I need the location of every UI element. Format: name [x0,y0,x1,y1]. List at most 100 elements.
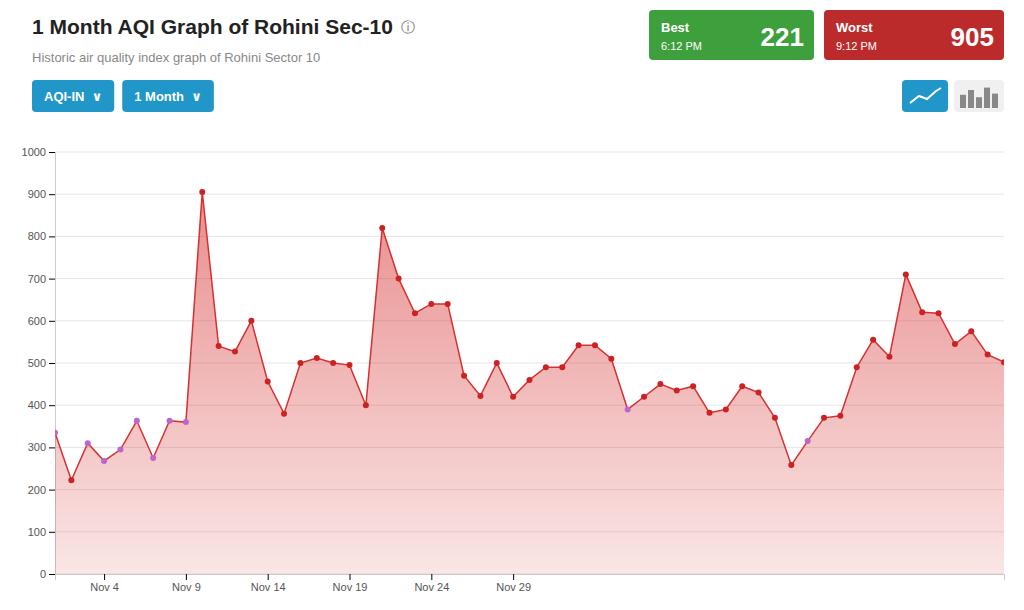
point[interactable] [936,310,942,316]
button-background[interactable] [122,80,214,112]
point[interactable] [510,394,516,400]
y-tick-label: 300 [28,441,46,453]
point[interactable] [412,310,418,316]
y-tick: 0 [40,568,55,580]
y-tick: 1000 [22,146,55,158]
y-tick: 800 [28,230,55,242]
point[interactable] [248,318,254,324]
line-chart-toggle[interactable] [902,80,948,112]
point[interactable] [314,355,320,361]
subtitle: Historic air quality index graph of Rohi… [32,50,320,65]
point[interactable] [150,455,156,461]
toggle-glyph[interactable] [984,88,990,108]
point[interactable] [723,406,729,412]
x-tick: Nov 14 [251,574,286,593]
toggle-background[interactable] [902,80,948,112]
x-tick-label: Nov 19 [333,581,368,593]
point[interactable] [592,342,598,348]
y-tick-label: 900 [28,188,46,200]
point[interactable] [1001,359,1004,365]
point[interactable] [101,458,107,464]
button[interactable]: AQI-IN ∨ [32,80,114,112]
point[interactable] [167,418,173,424]
point[interactable] [216,343,222,349]
point[interactable] [985,352,991,358]
point[interactable] [281,411,287,417]
point[interactable] [55,430,58,436]
y-tick: 500 [28,357,55,369]
point[interactable] [347,362,353,368]
y-tick: 600 [28,315,55,327]
toggle-background[interactable] [954,80,1004,112]
point[interactable] [232,349,238,355]
point[interactable] [85,440,91,446]
point[interactable] [68,477,74,483]
point[interactable] [772,415,778,421]
point[interactable] [919,309,925,315]
point[interactable] [461,373,467,379]
point[interactable] [886,354,892,360]
point[interactable] [870,337,876,343]
point[interactable] [379,225,385,231]
point[interactable] [821,415,827,421]
point[interactable] [608,356,614,362]
button-label[interactable]: 1 Month ∨ [134,89,202,104]
x-tick-label: Nov 4 [90,581,119,593]
y-tick-mark [49,447,55,448]
point[interactable] [576,342,582,348]
point[interactable] [706,410,712,416]
point[interactable] [183,419,189,425]
x-tick: Nov 9 [172,574,201,593]
bar-chart-toggle[interactable] [954,80,1004,112]
point[interactable] [117,447,123,453]
point[interactable] [788,462,794,468]
point[interactable] [903,271,909,277]
point[interactable] [641,394,647,400]
y-tick-mark [49,490,55,491]
point[interactable] [968,328,974,334]
point[interactable] [756,390,762,396]
point[interactable] [674,387,680,393]
x-tick-mark [513,574,514,580]
point[interactable] [952,341,958,347]
toggle-glyph[interactable] [976,97,982,108]
x-tick: Nov 4 [90,574,119,593]
point[interactable] [445,301,451,307]
point[interactable] [657,381,663,387]
point[interactable] [363,402,369,408]
x-axis: Nov 4Nov 9Nov 14Nov 19Nov 24Nov 29 [56,574,1005,593]
point[interactable] [805,438,811,444]
point[interactable] [625,406,631,412]
toggle-glyph[interactable] [960,95,966,108]
point[interactable] [543,364,549,370]
grid-line [55,236,1004,237]
button[interactable]: 1 Month ∨ [122,80,214,112]
toggle-glyph[interactable] [992,94,998,108]
point[interactable] [396,276,402,282]
button-background[interactable] [32,80,114,112]
grid [55,152,1004,574]
y-tick-mark [49,152,55,153]
point[interactable] [477,393,483,399]
grid-line [55,152,1004,153]
point[interactable] [559,364,565,370]
point[interactable] [739,383,745,389]
toggle-glyph[interactable] [910,88,941,103]
point[interactable] [330,360,336,366]
point[interactable] [837,413,843,419]
point[interactable] [854,364,860,370]
point[interactable] [527,377,533,383]
point[interactable] [199,189,205,195]
title-icon[interactable]: ⓘ [401,19,415,35]
point[interactable] [428,301,434,307]
marks [55,189,1004,574]
point[interactable] [494,360,500,366]
y-tick-mark [49,194,55,195]
point[interactable] [265,379,271,385]
point[interactable] [134,418,140,424]
button-label[interactable]: AQI-IN ∨ [44,89,102,104]
point[interactable] [297,360,303,366]
toggle-glyph[interactable] [968,90,974,108]
point[interactable] [690,383,696,389]
badge-background [649,10,814,60]
